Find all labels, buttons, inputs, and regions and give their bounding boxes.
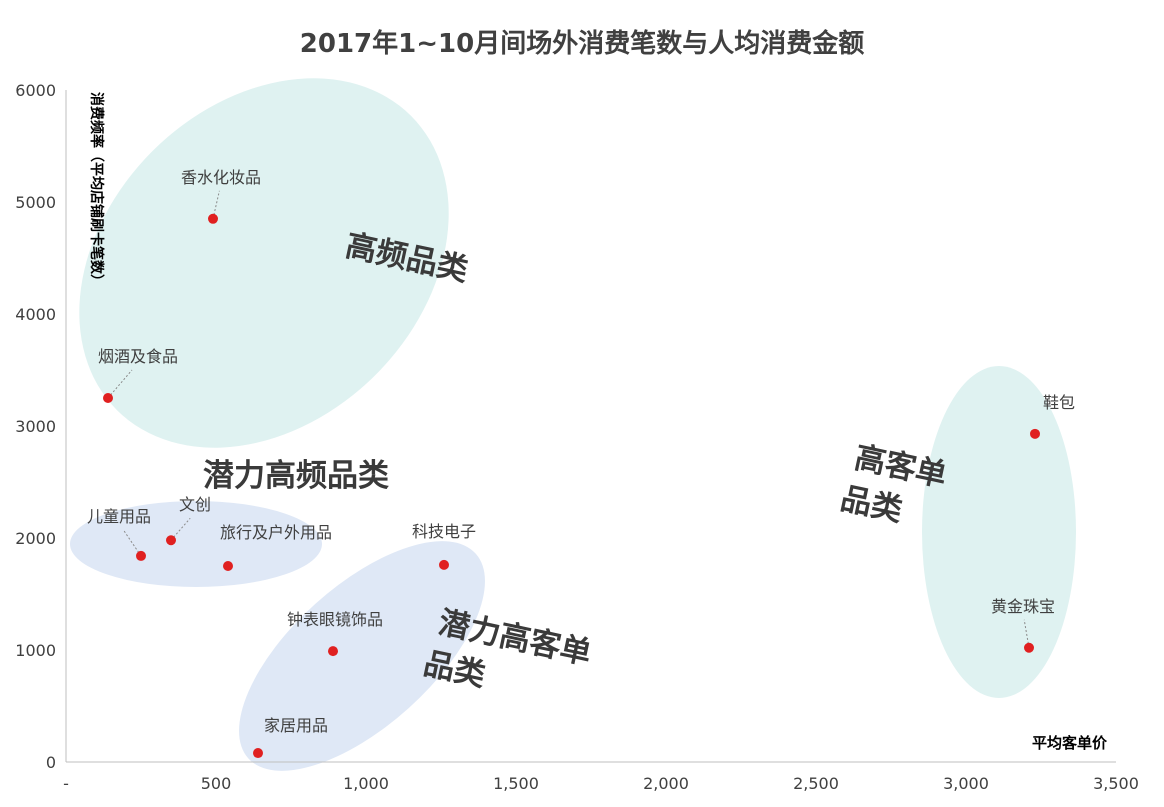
x-tick-label: 1,000	[343, 774, 389, 793]
x-tick-label: 2,500	[793, 774, 839, 793]
x-axis-ticks: - 500 1,000 1,500 2,000 2,500 3,000 3,500	[63, 774, 1139, 793]
point-label: 钟表眼镜饰品	[287, 610, 383, 629]
data-point	[328, 646, 338, 657]
ellipse-potential-high-ticket	[239, 541, 485, 771]
chart-title: 2017年1~10月间场外消费笔数与人均消费金额	[300, 28, 864, 59]
data-point	[223, 561, 233, 571]
point-label: 烟酒及食品	[98, 347, 178, 366]
ellipse-high-frequency	[79, 78, 449, 448]
point-label: 科技电子	[412, 522, 476, 541]
point-label: 文创	[179, 495, 211, 514]
point-label: 旅行及户外用品	[220, 523, 332, 542]
x-tick-label: 2,000	[643, 774, 689, 793]
x-tick-label: 500	[201, 774, 232, 793]
data-point	[439, 559, 449, 570]
ellipse-high-ticket	[922, 366, 1076, 698]
y-tick-label: 2000	[15, 529, 56, 548]
data-point	[208, 213, 218, 224]
leader-line	[122, 529, 142, 557]
y-tick-label: 6000	[15, 81, 56, 100]
group-label-potential-high-frequency: 潜力高频品类	[203, 458, 389, 494]
data-point	[1024, 642, 1034, 653]
x-tick-label: 3,500	[1093, 774, 1139, 793]
point-label: 黄金珠宝	[991, 597, 1055, 616]
data-point	[103, 393, 113, 403]
y-axis-label: 消费频率（平均店铺刷卡笔数）	[88, 92, 105, 288]
y-tick-label: 5000	[15, 193, 56, 212]
point-label: 家居用品	[264, 716, 328, 735]
point-label: 儿童用品	[87, 507, 151, 526]
y-tick-label: 1000	[15, 641, 56, 660]
x-tick-label: -	[63, 774, 69, 793]
x-axis-label: 平均客单价	[1032, 734, 1108, 752]
y-axis-ticks: 0 1000 2000 3000 4000 5000 6000	[15, 81, 56, 772]
y-tick-label: 4000	[15, 305, 56, 324]
data-point	[1030, 428, 1040, 439]
point-label: 香水化妆品	[181, 168, 261, 187]
y-tick-label: 0	[46, 753, 56, 772]
data-point	[136, 550, 146, 561]
data-point	[166, 535, 176, 546]
y-tick-label: 3000	[15, 417, 56, 436]
x-tick-label: 3,000	[943, 774, 989, 793]
point-label: 鞋包	[1043, 393, 1075, 412]
ellipse-potential-high-frequency	[70, 501, 322, 587]
data-point	[253, 748, 263, 759]
group-label-high-ticket-line2: 品类	[837, 481, 905, 529]
x-tick-label: 1,500	[493, 774, 539, 793]
